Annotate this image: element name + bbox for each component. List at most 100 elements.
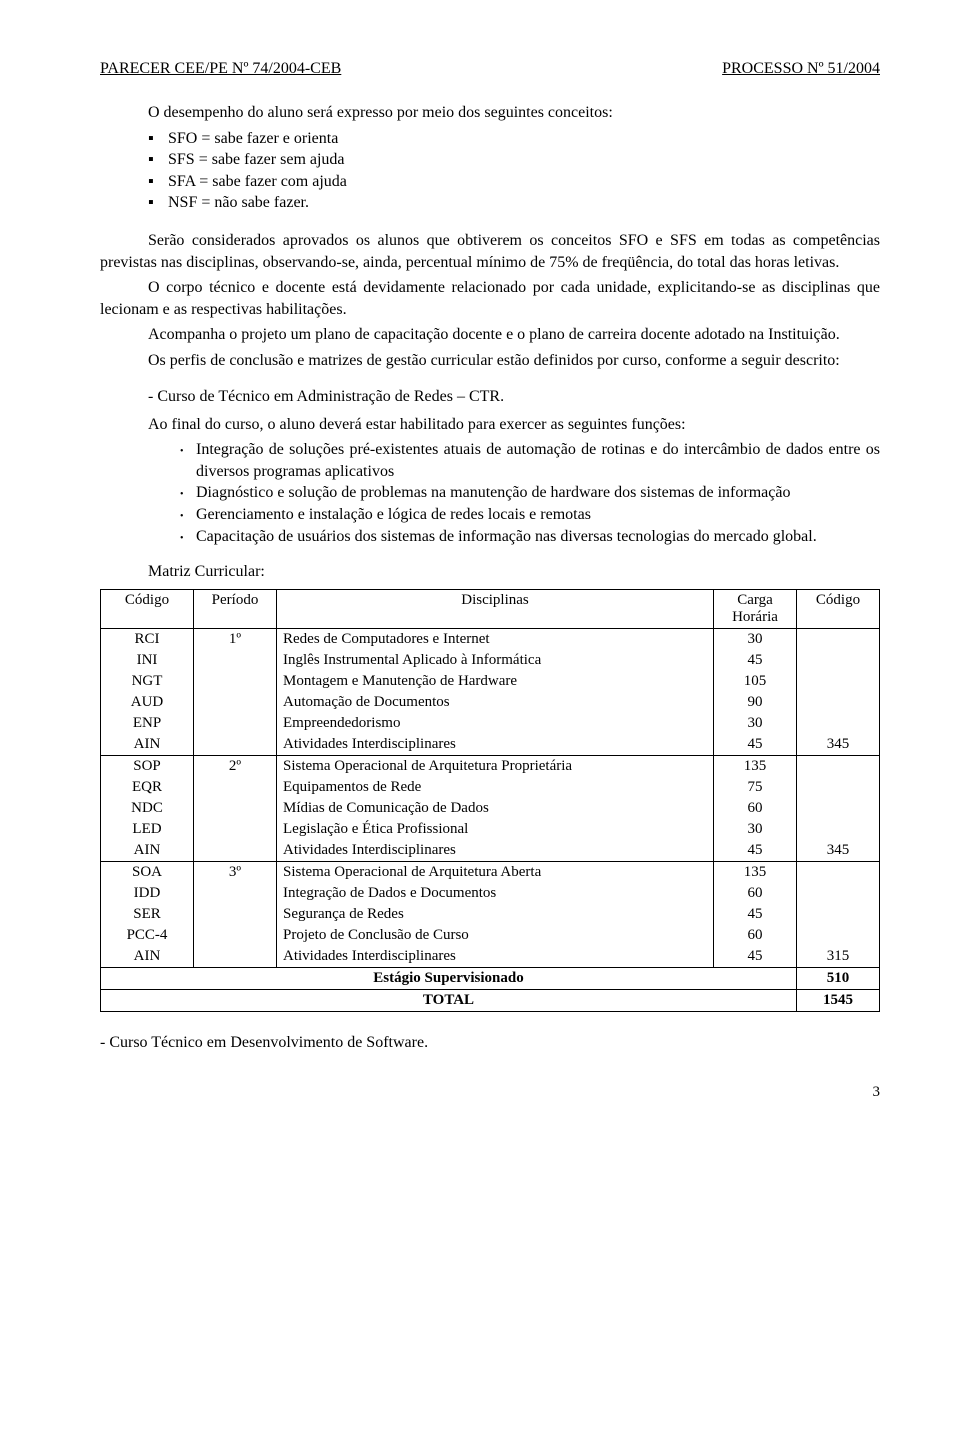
- cell-subtotal: [797, 862, 880, 884]
- cell-disc: Segurança de Redes: [277, 904, 714, 925]
- table-row: AINAtividades Interdisciplinares45345: [101, 734, 880, 756]
- curso-b-title: - Curso Técnico em Desenvolvimento de So…: [100, 1032, 880, 1054]
- matriz-label: Matriz Curricular:: [148, 563, 880, 581]
- cell-subtotal: [797, 671, 880, 692]
- cell-periodo: [194, 904, 277, 925]
- footer-value: 510: [797, 968, 880, 990]
- cell-subtotal: [797, 904, 880, 925]
- cell-subtotal: 345: [797, 840, 880, 862]
- cell-disc: Atividades Interdisciplinares: [277, 946, 714, 968]
- paragraph-2: O corpo técnico e docente está devidamen…: [100, 277, 880, 320]
- table-row: PCC-4Projeto de Conclusão de Curso60: [101, 925, 880, 946]
- conceitos-list: SFO = sabe fazer e orientaSFS = sabe faz…: [100, 128, 880, 214]
- cell-ch: 45: [714, 904, 797, 925]
- cell-code: ENP: [101, 713, 194, 734]
- cell-periodo: [194, 819, 277, 840]
- cell-subtotal: 345: [797, 734, 880, 756]
- cell-ch: 30: [714, 819, 797, 840]
- cell-disc: Sistema Operacional de Arquitetura Abert…: [277, 862, 714, 884]
- cell-ch: 60: [714, 925, 797, 946]
- cell-ch: 60: [714, 798, 797, 819]
- cell-periodo: [194, 671, 277, 692]
- table-row: IDDIntegração de Dados e Documentos60: [101, 883, 880, 904]
- footer-label: TOTAL: [101, 990, 797, 1012]
- document-header: PARECER CEE/PE Nº 74/2004-CEB PROCESSO N…: [100, 60, 880, 78]
- th-periodo: Período: [194, 590, 277, 629]
- cell-subtotal: [797, 692, 880, 713]
- table-row: SER Segurança de Redes45: [101, 904, 880, 925]
- table-row: NGTMontagem e Manutenção de Hardware105: [101, 671, 880, 692]
- list-item: Gerenciamento e instalação e lógica de r…: [180, 504, 880, 526]
- cell-disc: Montagem e Manutenção de Hardware: [277, 671, 714, 692]
- table-row: AINAtividades Interdisciplinares45315: [101, 946, 880, 968]
- page-number: 3: [100, 1084, 880, 1101]
- list-item: NSF = não sabe fazer.: [148, 192, 880, 214]
- paragraph-1: Serão considerados aprovados os alunos q…: [100, 230, 880, 273]
- cell-periodo: [194, 840, 277, 862]
- cell-code: EQR: [101, 777, 194, 798]
- cell-ch: 90: [714, 692, 797, 713]
- table-row: EQREquipamentos de Rede75: [101, 777, 880, 798]
- cell-subtotal: [797, 629, 880, 651]
- paragraph-3: Acompanha o projeto um plano de capacita…: [100, 324, 880, 346]
- cell-code: LED: [101, 819, 194, 840]
- table-body: RCI1ºRedes de Computadores e Internet30I…: [101, 629, 880, 1012]
- cell-ch: 45: [714, 650, 797, 671]
- table-row: INI Inglês Instrumental Aplicado à Inform…: [101, 650, 880, 671]
- cell-periodo: [194, 883, 277, 904]
- cell-subtotal: [797, 798, 880, 819]
- table-row: AUDAutomação de Documentos90: [101, 692, 880, 713]
- cell-disc: Empreendedorismo: [277, 713, 714, 734]
- curso-a-title: - Curso de Técnico em Administração de R…: [148, 388, 880, 406]
- table-row: AIN Atividades Interdisciplinares45345: [101, 840, 880, 862]
- cell-periodo: [194, 946, 277, 968]
- cell-ch: 45: [714, 840, 797, 862]
- funcoes-list: Integração de soluções pré-existentes at…: [100, 439, 880, 547]
- cell-code: AIN: [101, 840, 194, 862]
- th-codigo2: Código: [797, 590, 880, 629]
- cell-periodo: [194, 798, 277, 819]
- cell-ch: 75: [714, 777, 797, 798]
- table-row: NDC Mídias de Comunicação de Dados60: [101, 798, 880, 819]
- cell-subtotal: [797, 883, 880, 904]
- header-right: PROCESSO Nº 51/2004: [722, 60, 880, 78]
- cell-disc: Redes de Computadores e Internet: [277, 629, 714, 651]
- cell-code: RCI: [101, 629, 194, 651]
- cell-disc: Legislação e Ética Profissional: [277, 819, 714, 840]
- table-footer-row: TOTAL1545: [101, 990, 880, 1012]
- table-row: SOP2ºSistema Operacional de Arquitetura …: [101, 756, 880, 778]
- cell-periodo: [194, 777, 277, 798]
- cell-ch: 30: [714, 629, 797, 651]
- cell-ch: 60: [714, 883, 797, 904]
- cell-periodo: 3º: [194, 862, 277, 884]
- cell-code: AIN: [101, 734, 194, 756]
- cell-disc: Atividades Interdisciplinares: [277, 840, 714, 862]
- table-footer-row: Estágio Supervisionado510: [101, 968, 880, 990]
- cell-code: INI: [101, 650, 194, 671]
- cell-code: IDD: [101, 883, 194, 904]
- cell-code: AIN: [101, 946, 194, 968]
- cell-subtotal: [797, 756, 880, 778]
- cell-periodo: 1º: [194, 629, 277, 651]
- cell-disc: Inglês Instrumental Aplicado à Informáti…: [277, 650, 714, 671]
- list-item: SFA = sabe fazer com ajuda: [148, 171, 880, 193]
- cell-periodo: 2º: [194, 756, 277, 778]
- table-row: SOA3ºSistema Operacional de Arquitetura …: [101, 862, 880, 884]
- th-disc: Disciplinas: [277, 590, 714, 629]
- cell-code: SOP: [101, 756, 194, 778]
- th-codigo: Código: [101, 590, 194, 629]
- list-item: SFS = sabe fazer sem ajuda: [148, 149, 880, 171]
- cell-periodo: [194, 734, 277, 756]
- table-row: RCI1ºRedes de Computadores e Internet30: [101, 629, 880, 651]
- cell-code: SER: [101, 904, 194, 925]
- header-left: PARECER CEE/PE Nº 74/2004-CEB: [100, 60, 341, 78]
- cell-code: NDC: [101, 798, 194, 819]
- cell-ch: 45: [714, 946, 797, 968]
- list-item: SFO = sabe fazer e orienta: [148, 128, 880, 150]
- cell-code: NGT: [101, 671, 194, 692]
- matriz-table: Código Período Disciplinas Carga Horária…: [100, 589, 880, 1012]
- list-item: Integração de soluções pré-existentes at…: [180, 439, 880, 482]
- footer-label: Estágio Supervisionado: [101, 968, 797, 990]
- intro-paragraph: O desempenho do aluno será expresso por …: [100, 102, 880, 124]
- cell-disc: Mídias de Comunicação de Dados: [277, 798, 714, 819]
